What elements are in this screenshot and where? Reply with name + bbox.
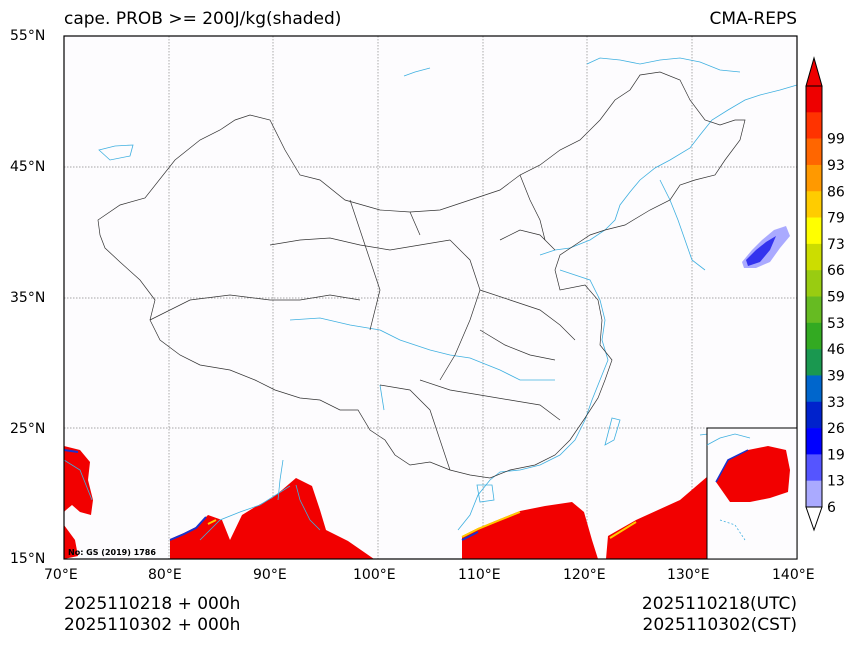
lon-tick-100: 100°E	[353, 567, 396, 583]
map-background	[64, 36, 797, 559]
colorbar-label: 26	[827, 421, 845, 437]
south-china-sea-inset	[706, 427, 798, 560]
valid-time-cst: 2025110302(CST)	[642, 615, 797, 635]
colorbar-segment	[806, 191, 822, 218]
colorbar-label: 46	[827, 342, 845, 358]
gridlines	[64, 36, 797, 559]
colorbar-label: 53	[827, 316, 845, 332]
colorbar-label: 6	[827, 500, 836, 516]
lat-tick-25: 25°N	[10, 421, 46, 437]
lon-tick-130: 130°E	[667, 567, 710, 583]
valid-time-utc: 2025110218(UTC)	[641, 594, 797, 614]
colorbar-segment	[806, 401, 822, 429]
map-frame	[63, 35, 798, 560]
colorbar: 6 13 19 26 33 39 46 53 59 66 73 79 86 93 99	[805, 56, 845, 532]
colorbar-label: 33	[827, 395, 845, 411]
colorbar-segment	[806, 86, 822, 113]
lon-tick-90: 90°E	[253, 567, 287, 583]
colorbar-label: 86	[827, 184, 845, 200]
colorbar-label: 19	[827, 447, 845, 463]
lon-tick-140: 140°E	[772, 567, 815, 583]
colorbar-frame	[805, 85, 823, 508]
colorbar-min-arrow	[805, 506, 823, 532]
colorbar-label: 99	[827, 132, 845, 148]
init-time-utc: 2025110218 + 000h	[64, 594, 241, 614]
review-number: No: GS (2019) 1786	[68, 548, 156, 557]
colorbar-segment	[806, 243, 822, 271]
colorbar-segment	[806, 112, 822, 139]
colorbar-label: 66	[827, 263, 845, 279]
colorbar-label: 59	[827, 290, 845, 306]
colorbar-segment	[806, 138, 822, 166]
colorbar-label: 39	[827, 368, 845, 384]
lon-tick-80: 80°E	[148, 567, 182, 583]
colorbar-label: 93	[827, 158, 845, 174]
lat-tick-15: 15°N	[10, 551, 46, 567]
colorbar-segment	[806, 296, 822, 324]
colorbar-label: 13	[827, 474, 845, 490]
cape-blue-patch	[742, 226, 790, 268]
colorbar-segment	[806, 217, 822, 245]
cape-fringe	[63, 449, 637, 541]
borders	[97, 71, 746, 479]
colorbar-segment	[806, 375, 822, 403]
colorbar-segment	[806, 270, 822, 297]
colorbar-segment	[806, 322, 822, 350]
lat-tick-55: 55°N	[10, 28, 46, 44]
colorbar-segment	[806, 164, 822, 192]
chart-title: cape. PROB >= 200J/kg(shaded)	[64, 9, 342, 29]
model-name: CMA-REPS	[709, 9, 797, 29]
colorbar-segment	[806, 480, 822, 508]
colorbar-segment	[806, 454, 822, 481]
colorbar-segment	[806, 349, 822, 376]
colorbar-max-arrow	[805, 56, 823, 87]
colorbar-label: 79	[827, 211, 845, 227]
init-time-cst: 2025110302 + 000h	[64, 615, 241, 635]
lat-tick-35: 35°N	[10, 290, 46, 306]
colorbar-segment	[806, 428, 822, 455]
lon-tick-110: 110°E	[458, 567, 501, 583]
lon-tick-70: 70°E	[44, 567, 78, 583]
colorbar-label: 73	[827, 237, 845, 253]
lat-tick-45: 45°N	[10, 159, 46, 175]
lon-tick-120: 120°E	[563, 567, 606, 583]
